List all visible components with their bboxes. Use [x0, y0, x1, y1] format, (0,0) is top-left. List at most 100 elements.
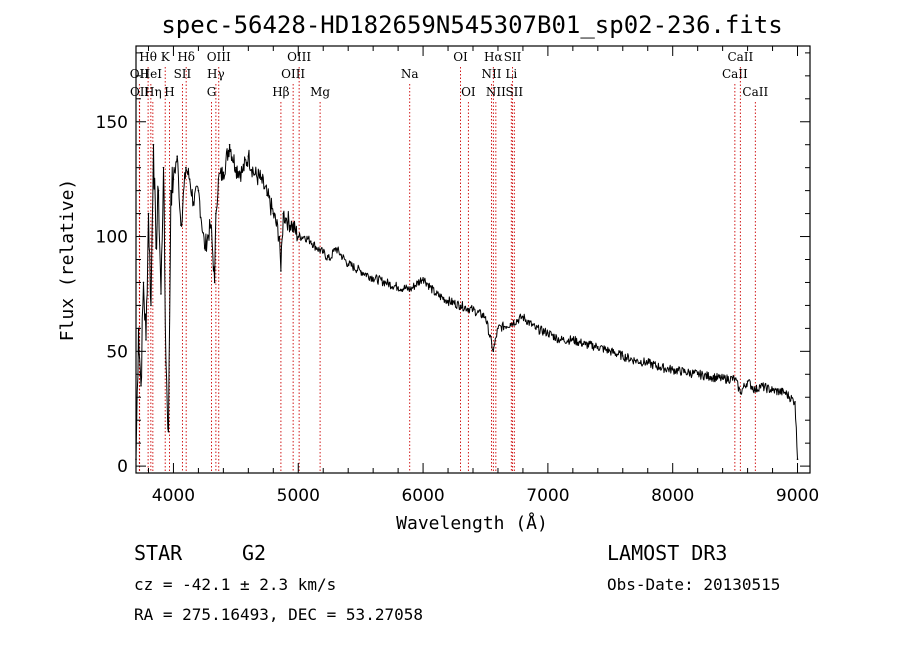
- spectrum-point: [754, 389, 757, 392]
- spectrum-point: [272, 212, 275, 215]
- y-axis-label: Flux (relative): [57, 179, 78, 342]
- spectrum-point: [534, 327, 537, 330]
- spectrum-point: [192, 201, 195, 203]
- spectrum-point: [409, 288, 412, 291]
- spectrum-point: [547, 332, 549, 334]
- spectrum-point: [316, 247, 318, 249]
- spectrum-point: [721, 378, 724, 380]
- spectrum-point: [282, 212, 285, 215]
- spectral-line-label: Mg: [310, 85, 330, 99]
- axis-tick-labels: 4000 5000 6000 7000 8000 9000 0 50 100 150: [96, 113, 820, 506]
- spectrum-point: [572, 339, 574, 341]
- spectral-line-label: OII: [130, 67, 150, 81]
- spectrum-point: [347, 263, 349, 265]
- spectrum-point: [509, 322, 512, 325]
- spectrum-point: [334, 247, 337, 249]
- spectral-line-label: SII: [505, 85, 523, 99]
- spectrum-point: [459, 304, 462, 307]
- spectrum-point: [784, 391, 786, 394]
- spectrum-point: [522, 316, 524, 318]
- x-tick-label: 6000: [401, 486, 444, 506]
- spectrum-point: [384, 281, 387, 284]
- spectrum-point: [241, 171, 243, 174]
- spectral-line-label: K: [161, 50, 171, 64]
- y-tick-label: 150: [96, 113, 128, 133]
- spectrum-point: [422, 277, 424, 279]
- chart-title: spec-56428-HD182659N545307B01_sp02-236.f…: [161, 11, 782, 39]
- spectrum-point: [162, 166, 165, 169]
- spectrum-point: [278, 235, 281, 238]
- spectral-line-label: NII: [481, 67, 501, 81]
- spectrum-point: [215, 212, 217, 215]
- y-tick-label: 0: [117, 457, 128, 477]
- spectrum-point: [634, 359, 637, 362]
- spectral-line-label: Li: [505, 67, 517, 81]
- x-tick-label: 7000: [526, 486, 569, 506]
- spectrum-point: [165, 362, 167, 364]
- spectrum-point: [185, 166, 187, 169]
- spectrum-point: [759, 384, 761, 387]
- spectrum-point: [155, 247, 157, 249]
- x-tick-label: 5000: [277, 486, 320, 506]
- x-tick-label: 9000: [776, 486, 819, 506]
- spectrum-point: [172, 178, 175, 180]
- spectrum-point: [447, 300, 449, 302]
- spectrum-point: [646, 362, 649, 364]
- spectral-line-label: Hα: [484, 50, 503, 64]
- spectrum-point: [176, 155, 178, 157]
- info-panel: STAR G2 cz = -42.1 ± 2.3 km/s RA = 275.1…: [134, 541, 780, 624]
- spectral-line-label: HeI: [140, 67, 163, 81]
- spectrum-point: [328, 258, 331, 261]
- spectrum-point: [659, 366, 662, 369]
- spectral-line-label: Hδ: [177, 50, 195, 64]
- spectrum-series: [135, 143, 799, 461]
- spectrum-point: [188, 178, 191, 180]
- spectral-line-label: Hγ: [207, 67, 225, 81]
- spectral-line-label: CaII: [727, 50, 753, 64]
- spectrum-point: [734, 378, 736, 380]
- spectrum-point: [584, 343, 587, 346]
- spectrum-point: [746, 380, 749, 382]
- x-tick-label: 4000: [152, 486, 195, 506]
- subclass: G2: [242, 541, 266, 565]
- spectrum-point: [472, 309, 474, 311]
- spectral-line-label: OIII: [287, 50, 311, 64]
- spectral-line-label: Na: [401, 67, 419, 81]
- spectral-line-label: G: [207, 85, 217, 99]
- spectrum-point: [559, 339, 562, 341]
- x-axis-label: Wavelength (Å): [396, 512, 548, 534]
- spectrum-point: [397, 286, 399, 288]
- spectrum-point: [152, 143, 155, 146]
- spectrum-point: [222, 171, 225, 174]
- spectral-line-label: OI: [461, 85, 476, 99]
- spectrum-point: [303, 235, 306, 238]
- spectrum-point: [597, 345, 599, 348]
- spectrum-point: [696, 373, 699, 376]
- spectrum-point: [142, 281, 145, 284]
- spectrum-point: [253, 173, 256, 176]
- spectrum-point: [235, 166, 237, 169]
- observation-date: Obs-Date: 20130515: [607, 575, 780, 594]
- spectral-line-label: SII: [504, 50, 522, 64]
- spectrum-point: [147, 212, 150, 215]
- spectrum-point: [794, 401, 796, 403]
- spectrum-point: [484, 316, 487, 318]
- spectrum-point: [157, 189, 160, 192]
- spectrum-point: [739, 391, 742, 394]
- spectrum-point: [180, 224, 182, 226]
- spectrum-point: [684, 371, 686, 373]
- spectrum-point: [284, 217, 287, 219]
- spectrum-point: [145, 339, 147, 341]
- axis-ticks: [136, 46, 810, 473]
- ra-dec-coordinates: RA = 275.16493, DEC = 53.27058: [134, 605, 423, 624]
- spectrum-point: [709, 375, 711, 378]
- spectrum-point: [372, 277, 374, 279]
- spectrum-point: [140, 384, 142, 387]
- spectral-line-label: Hβ: [272, 85, 289, 99]
- object-type: STAR: [134, 541, 183, 565]
- plot-frame: [135, 45, 811, 474]
- redshift-cz: cz = -42.1 ± 2.3 km/s: [134, 575, 336, 594]
- spectrum-point: [210, 224, 212, 226]
- spectrum-point: [309, 240, 312, 242]
